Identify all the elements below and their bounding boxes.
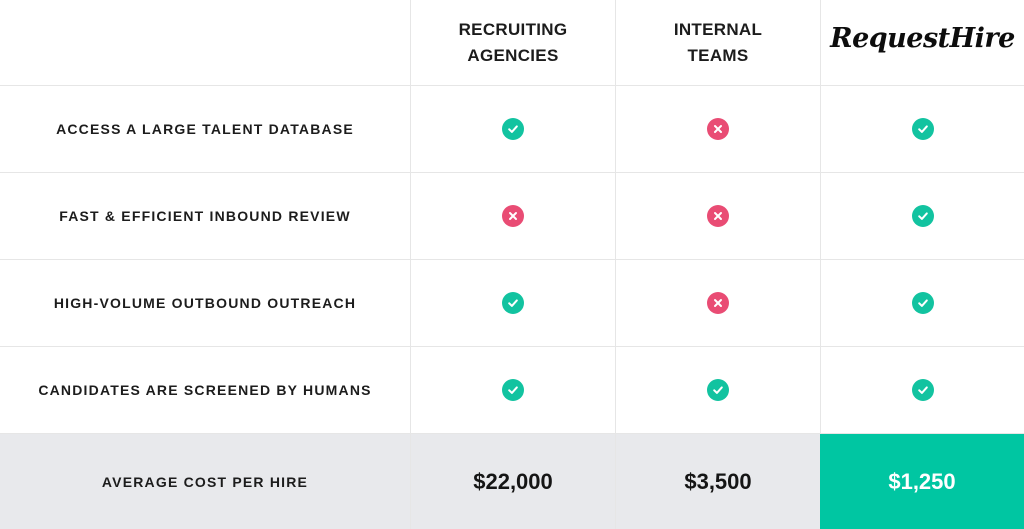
header-label: RECRUITING AGENCIES <box>458 19 568 65</box>
header-internal-teams: INTERNAL TEAMS <box>615 0 820 86</box>
cost-label: AVERAGE COST PER HIRE <box>101 473 309 490</box>
feature-label: ACCESS A LARGE TALENT DATABASE <box>56 121 354 137</box>
cross-icon <box>707 292 729 314</box>
agencies-cost-cell: $22,000 <box>410 434 615 529</box>
header-empty-cell <box>0 0 410 86</box>
check-icon <box>911 205 934 227</box>
check-icon <box>911 292 934 314</box>
brand-price: $1,250 <box>888 468 956 494</box>
internal-value-cell <box>615 86 820 173</box>
header-brand: RequestHire <box>820 0 1024 86</box>
header-recruiting-agencies: RECRUITING AGENCIES <box>410 0 615 86</box>
check-icon <box>911 379 934 401</box>
feature-label: HIGH-VOLUME OUTBOUND OUTREACH <box>53 295 357 311</box>
cross-icon <box>502 205 524 227</box>
check-icon <box>502 292 524 314</box>
internal-cost-cell: $3,500 <box>615 434 820 529</box>
agencies-value-cell <box>410 260 615 347</box>
internal-value-cell <box>615 347 820 434</box>
feature-label-cell: CANDIDATES ARE SCREENED BY HUMANS <box>0 347 410 434</box>
internal-price: $3,500 <box>684 468 752 494</box>
check-icon <box>502 118 524 140</box>
agencies-price: $22,000 <box>473 468 553 494</box>
feature-label: FAST & EFFICIENT INBOUND REVIEW <box>59 208 351 224</box>
internal-value-cell <box>615 260 820 347</box>
agencies-value-cell <box>410 347 615 434</box>
cross-icon <box>707 118 729 140</box>
cost-label-cell: AVERAGE COST PER HIRE <box>0 434 410 529</box>
check-icon <box>502 379 524 401</box>
agencies-value-cell <box>410 173 615 260</box>
check-icon <box>911 118 934 140</box>
brand-value-cell <box>820 260 1024 347</box>
feature-label-cell: HIGH-VOLUME OUTBOUND OUTREACH <box>0 260 410 347</box>
internal-value-cell <box>615 173 820 260</box>
brand-cost-cell: $1,250 <box>820 434 1024 529</box>
header-label: INTERNAL TEAMS <box>673 19 763 65</box>
brand-value-cell <box>820 86 1024 173</box>
agencies-value-cell <box>410 86 615 173</box>
cross-icon <box>707 205 729 227</box>
check-icon <box>707 379 729 401</box>
brand-value-cell <box>820 347 1024 434</box>
feature-label-cell: ACCESS A LARGE TALENT DATABASE <box>0 86 410 173</box>
feature-label-cell: FAST & EFFICIENT INBOUND REVIEW <box>0 173 410 260</box>
feature-label: CANDIDATES ARE SCREENED BY HUMANS <box>38 382 372 398</box>
brand-value-cell <box>820 173 1024 260</box>
brand-logo: RequestHire <box>830 23 1015 54</box>
